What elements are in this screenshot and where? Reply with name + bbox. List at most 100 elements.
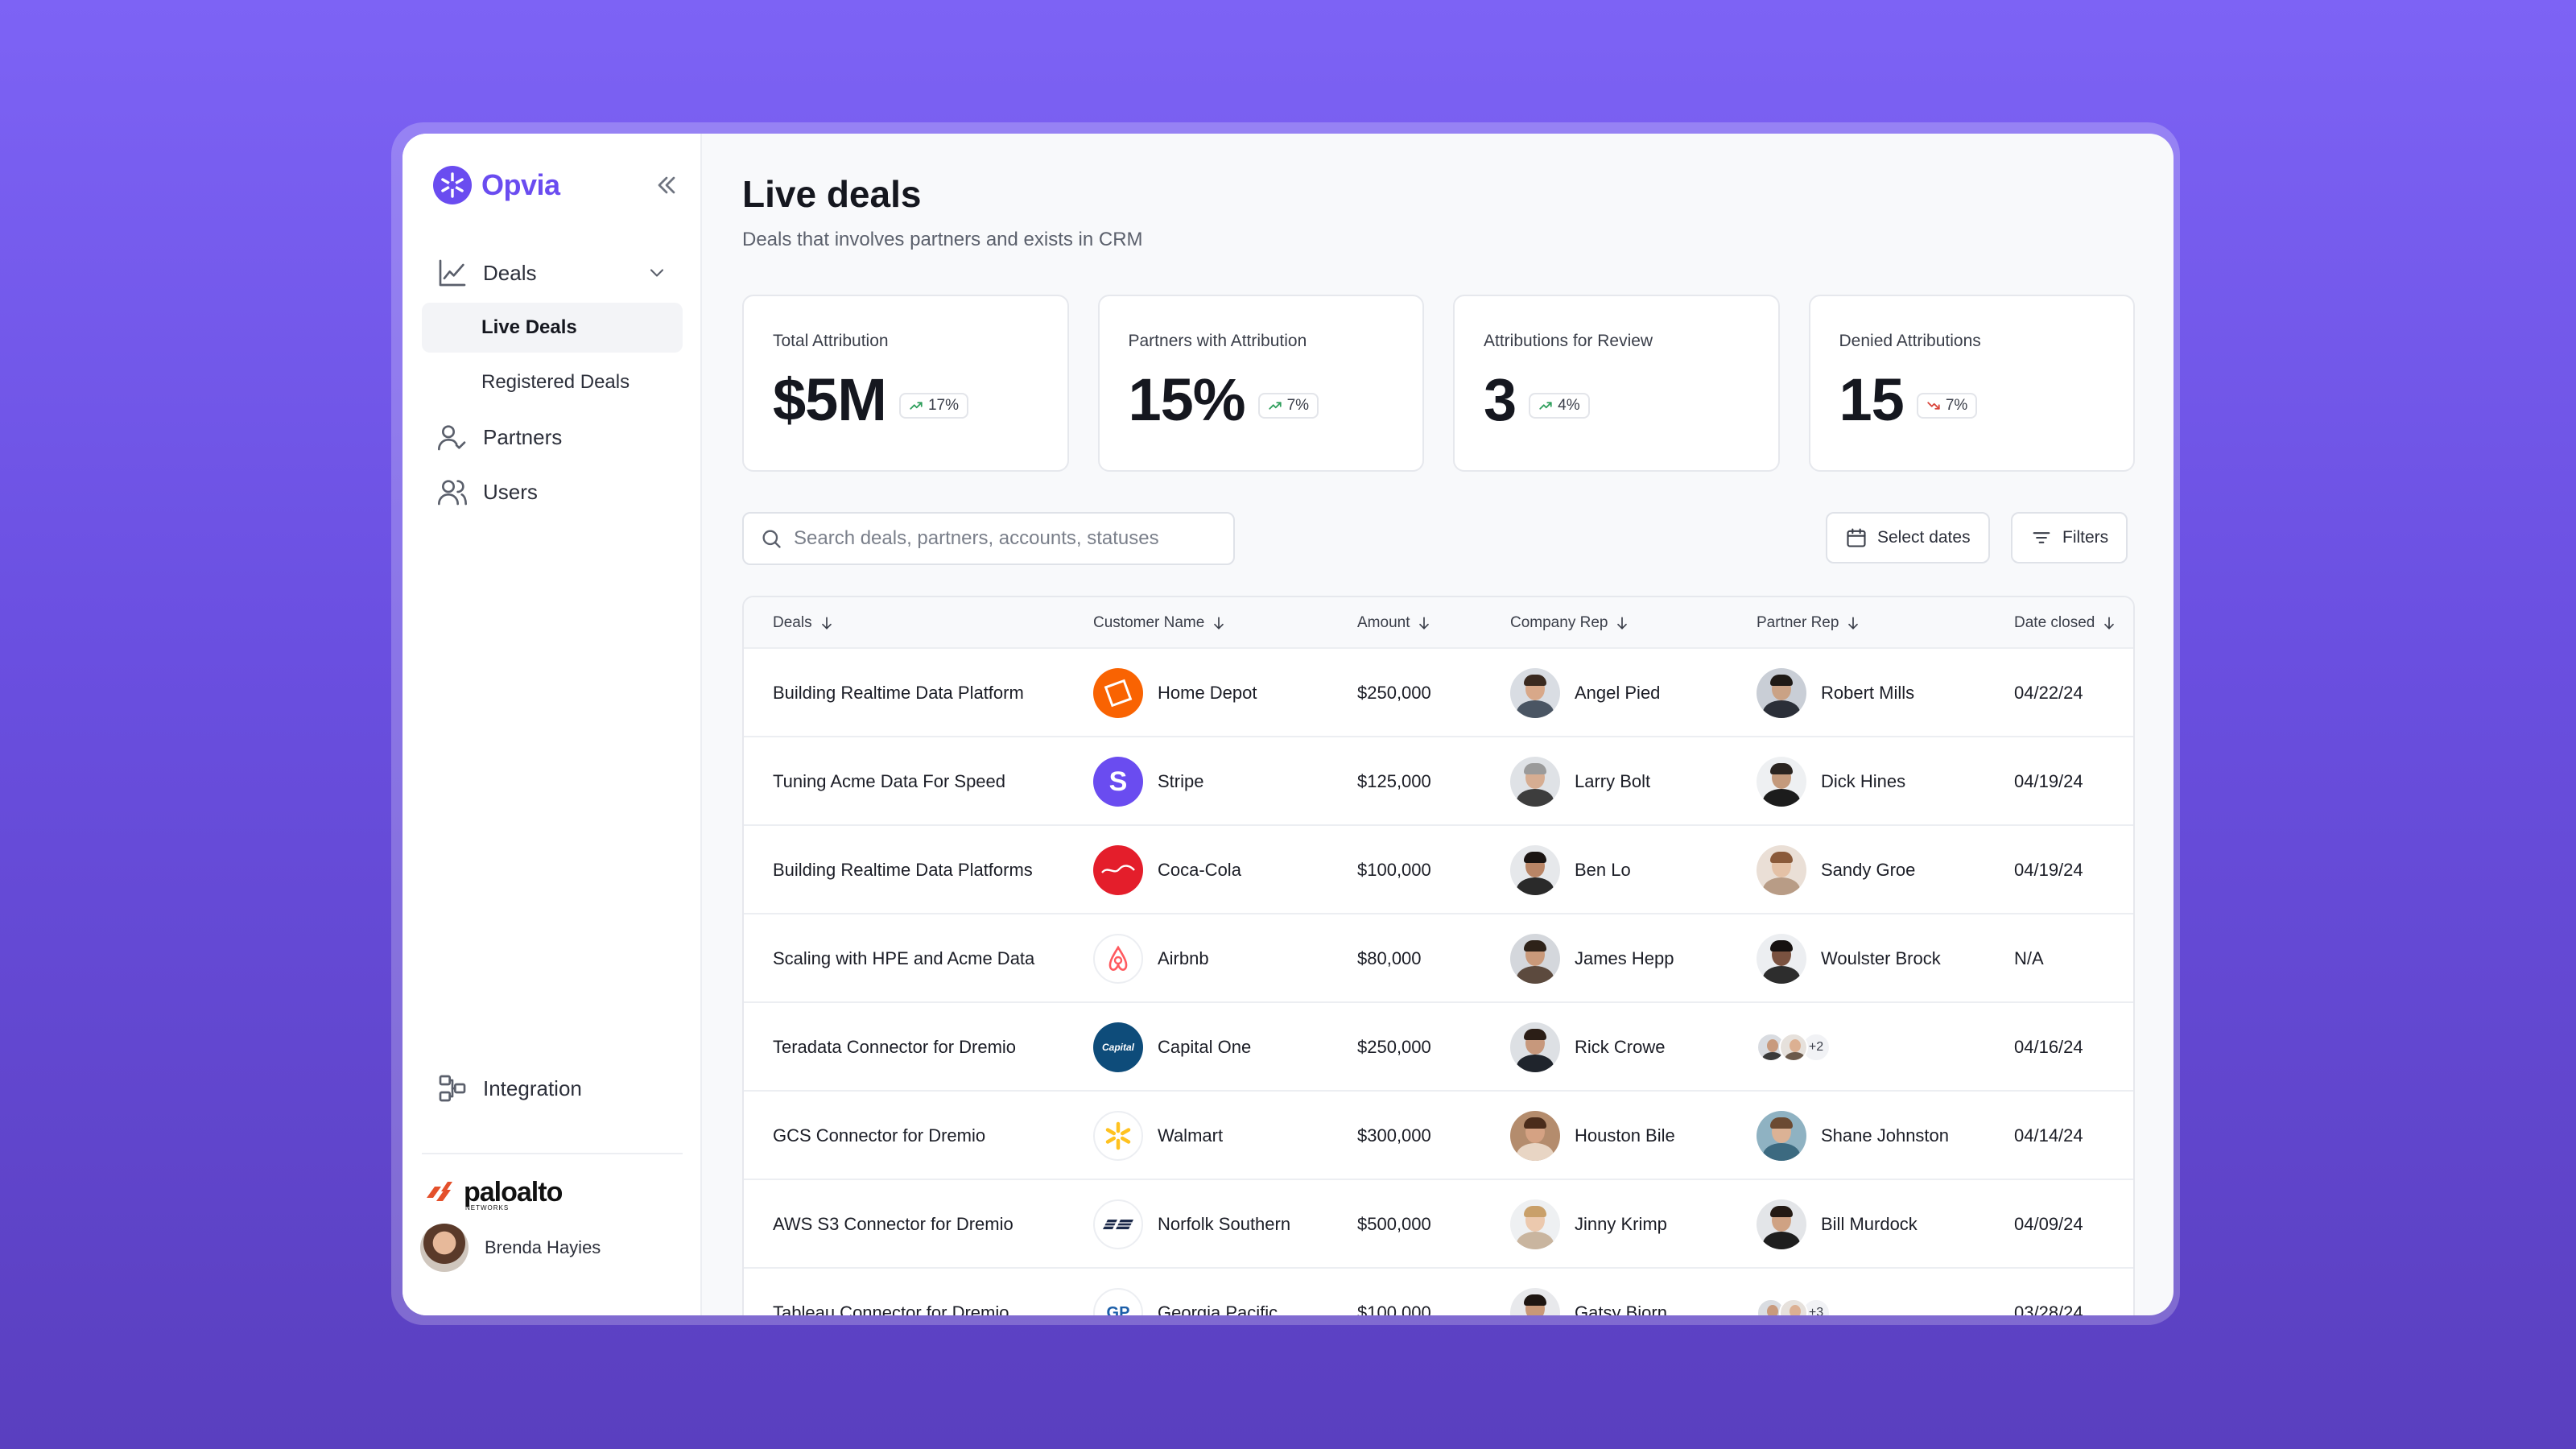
sidebar-item-deals[interactable]: Deals [422,248,683,298]
page-title: Live deals [742,173,922,215]
column-header-customer[interactable]: Customer Name [1093,597,1227,649]
column-header-date-closed[interactable]: Date closed [2014,597,2117,649]
trend-value: 7% [1286,396,1310,414]
table-row[interactable]: Tuning Acme Data For Speed S Stripe $125… [744,737,2133,826]
search-input[interactable] [794,527,1212,550]
deal-name: Building Realtime Data Platforms [773,860,1033,880]
partner-rep-cell: +3 [1757,1269,1831,1315]
sidebar-item-label: Partners [483,424,563,449]
table-row[interactable]: AWS S3 Connector for Dremio Norfolk Sout… [744,1180,2133,1269]
sort-arrow-icon [1617,617,1628,630]
date-closed: N/A [2014,948,2044,968]
trend-badge: 7% [1916,392,1978,419]
customer-cell: Walmart [1093,1092,1223,1180]
sidebar-item-users[interactable]: Users [422,467,683,517]
company-rep-cell: Gatsy Bjorn [1510,1269,1667,1315]
avatar [1779,1033,1808,1062]
avatar [1757,757,1806,807]
customer-cell: Home Depot [1093,649,1257,737]
brand-name: paloalto [464,1177,563,1208]
sidebar-item-label: Integration [483,1075,582,1100]
page-subtitle: Deals that involves partners and exists … [742,229,1143,250]
trend-value: 17% [927,396,959,414]
integration-icon [439,1075,466,1102]
sidebar-item-live-deals[interactable]: Live Deals [422,303,683,353]
partner-rep-cell: Bill Murdock [1757,1180,1918,1269]
amount: $125,000 [1357,771,1431,791]
customer-name: Norfolk Southern [1158,1214,1291,1234]
column-header-company-rep[interactable]: Company Rep [1510,597,1630,649]
current-user[interactable]: Brenda Hayies [420,1224,601,1272]
deal-name: AWS S3 Connector for Dremio [773,1214,1013,1234]
select-dates-label: Select dates [1877,528,1971,547]
sort-arrow-icon [1419,617,1430,630]
norfolk-southern-logo-icon [1093,1199,1143,1249]
column-header-partner-rep[interactable]: Partner Rep [1757,597,1861,649]
trend-down-icon [1927,401,1940,410]
customer-name: Airbnb [1158,948,1209,968]
table-row[interactable]: Building Realtime Data Platforms Coca-Co… [744,826,2133,914]
column-label: Date closed [2014,614,2095,631]
trend-up-icon [1268,401,1282,410]
capital-one-logo-icon: Capital [1093,1022,1143,1072]
sidebar-item-label: Deals [483,260,537,285]
stat-label: Attributions for Review [1484,332,1653,350]
trend-badge: 7% [1257,392,1319,419]
chart-line-icon [439,259,466,287]
avatar [420,1224,469,1272]
filters-button[interactable]: Filters [2011,512,2128,564]
deal-name: GCS Connector for Dremio [773,1125,986,1146]
sidebar-item-integration[interactable]: Integration [436,1072,582,1104]
select-dates-button[interactable]: Select dates [1826,512,1990,564]
airbnb-logo-icon [1093,934,1143,984]
stat-card-denied-attributions: Denied Attributions 15 7% [1808,295,2135,472]
date-closed: 03/28/24 [2014,1302,2083,1315]
partner-rep-cell: Dick Hines [1757,737,1905,826]
date-closed: 04/09/24 [2014,1214,2083,1234]
avatar [1757,668,1806,718]
company-rep-name: Larry Bolt [1575,771,1651,791]
table-row[interactable]: Building Realtime Data Platform Home Dep… [744,649,2133,737]
company-rep-cell: Larry Bolt [1510,737,1650,826]
stat-value: 3 [1484,366,1517,433]
avatar-group[interactable]: +3 [1757,1298,1831,1315]
sidebar-item-partners[interactable]: Partners [422,412,683,462]
customer-name: Georgia Pacific [1158,1302,1278,1315]
partner-rep-name: Robert Mills [1821,683,1915,703]
table-row[interactable]: GCS Connector for Dremio Walmart $300,00… [744,1092,2133,1180]
opvia-logo-icon [433,166,472,204]
stat-label: Total Attribution [773,332,889,350]
home-depot-logo-icon [1093,668,1143,718]
trend-value: 4% [1558,396,1580,414]
avatar-group[interactable]: +2 [1757,1033,1831,1062]
avatar [1510,1199,1560,1249]
company-rep-cell: Houston Bile [1510,1092,1675,1180]
sidebar-item-registered-deals[interactable]: Registered Deals [481,371,630,393]
column-header-amount[interactable]: Amount [1357,597,1432,649]
customer-name: Walmart [1158,1125,1224,1146]
company-rep-name: Ben Lo [1575,860,1631,880]
column-header-deals[interactable]: Deals [773,597,835,649]
company-rep-name: Rick Crowe [1575,1037,1666,1057]
company-rep-cell: Jinny Krimp [1510,1180,1667,1269]
sort-arrow-icon [821,617,832,630]
stat-card-attributions-for-review: Attributions for Review 3 4% [1453,295,1780,472]
avatar [1779,1298,1808,1315]
table-row[interactable]: Scaling with HPE and Acme Data Airbnb $8… [744,914,2133,1003]
coca-cola-logo-icon [1093,845,1143,895]
sort-arrow-icon [2104,617,2115,630]
partner-rep-name: Dick Hines [1821,771,1906,791]
customer-name: Home Depot [1158,683,1257,703]
sidebar-nav: Deals Live Deals Registered Deals Partne… [422,248,683,522]
column-label: Customer Name [1093,614,1205,631]
column-label: Amount [1357,614,1410,631]
table-row[interactable]: Teradata Connector for Dremio Capital Ca… [744,1003,2133,1092]
table-row[interactable]: Tableau Connector for Dremio GP Georgia … [744,1269,2133,1315]
app-logo[interactable]: Opvia [431,164,560,206]
company-rep-name: Houston Bile [1575,1125,1675,1146]
partner-rep-name: Bill Murdock [1821,1214,1918,1234]
stripe-logo-icon: S [1093,757,1143,807]
collapse-sidebar-icon[interactable] [652,171,681,200]
partner-brand-logo: paloalto NETWORKS [425,1177,563,1212]
georgia-pacific-logo-icon: GP [1093,1288,1143,1315]
